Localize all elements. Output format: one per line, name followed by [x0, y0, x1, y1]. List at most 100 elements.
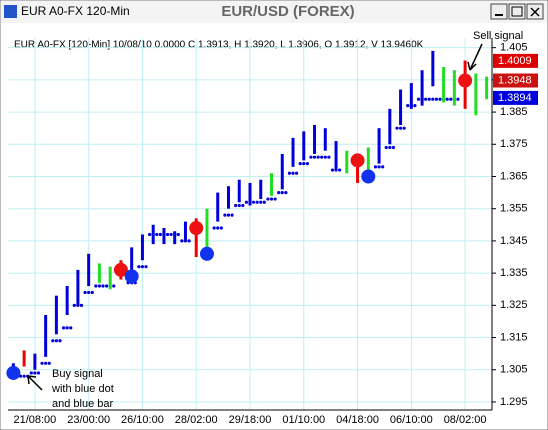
stop-dot: [33, 371, 37, 375]
y-tick-label: 1.335: [500, 267, 528, 279]
price-marker: [493, 73, 538, 88]
sell-signal: [189, 221, 204, 236]
stop-dot: [44, 361, 48, 365]
stop-dot: [97, 284, 102, 288]
stop-dot: [104, 284, 109, 288]
stop-dot: [94, 284, 98, 288]
buy-arrow: [27, 375, 43, 391]
stop-dot: [112, 284, 116, 288]
stop-dot: [280, 190, 284, 195]
buy-signal: [199, 246, 214, 261]
stop-dot: [391, 145, 396, 150]
buy-signal: [6, 365, 21, 380]
stop-dot: [302, 162, 306, 166]
stop-dot: [219, 226, 223, 230]
y-tick-label: 1.375: [500, 138, 528, 150]
stop-dot: [101, 284, 105, 288]
stop-dot: [273, 197, 277, 201]
stop-dot: [427, 97, 431, 101]
stop-dot: [241, 203, 245, 208]
stop-dot: [61, 326, 66, 330]
y-tick-label: 1.315: [500, 331, 528, 343]
stop-dot: [169, 232, 173, 237]
stop-dot: [373, 165, 378, 169]
stop-dot: [223, 213, 227, 217]
sell-signal: [458, 73, 473, 88]
buy-signal: [361, 169, 376, 184]
price-marker: [493, 53, 538, 68]
stop-dot: [212, 226, 216, 230]
stop-dot: [262, 200, 266, 204]
stop-dot: [338, 168, 342, 172]
x-tick-label: 26/10:00: [121, 414, 164, 426]
stop-dot: [158, 232, 162, 237]
y-tick-label: 1.325: [500, 299, 528, 311]
stop-dot: [327, 155, 331, 159]
window-icon: [4, 5, 17, 18]
stop-dot: [434, 97, 439, 101]
stop-dot: [298, 162, 302, 166]
minimize-button[interactable]: [490, 3, 508, 20]
stop-dot: [388, 145, 392, 150]
y-tick-label: 1.385: [500, 106, 528, 118]
maximize-icon: [511, 6, 523, 17]
y-tick-label: 1.355: [500, 203, 528, 215]
sell-arrow: [469, 43, 483, 71]
window-title: EUR A0-FX 120-Min: [21, 4, 130, 18]
stop-dot: [72, 303, 76, 307]
close-icon: [530, 7, 540, 17]
buy-annotation-line: Buy signal: [52, 368, 103, 380]
chart-title: EUR/USD (FOREX): [221, 3, 354, 20]
stop-dot: [251, 200, 256, 204]
stop-dot: [395, 126, 399, 130]
stop-dot: [83, 290, 87, 295]
stop-dot: [312, 155, 317, 159]
stop-dot: [226, 213, 231, 217]
x-tick-label: 21/08:00: [13, 414, 56, 426]
stop-dot: [402, 126, 406, 130]
stop-dot: [29, 371, 33, 375]
stop-dot: [284, 190, 288, 195]
buy-annotation-line: with blue dot: [51, 383, 114, 395]
stop-dot: [58, 339, 62, 343]
stop-dot: [449, 97, 453, 101]
buy-signal: [124, 269, 139, 284]
sell-annotation: Sell signal: [473, 30, 523, 42]
stop-dot: [187, 239, 191, 243]
maximize-button[interactable]: [508, 3, 526, 20]
stop-dot: [287, 171, 292, 175]
y-tick-label: 1.345: [500, 235, 528, 247]
stop-dot: [155, 232, 159, 237]
stop-dot: [277, 190, 281, 195]
stop-dot: [445, 97, 449, 101]
x-tick-label: 23/00:00: [67, 414, 110, 426]
x-tick-label: 28/02:00: [175, 414, 218, 426]
stop-dot: [291, 171, 295, 175]
stop-dot: [305, 162, 309, 166]
x-tick-label: 01/10:00: [282, 414, 325, 426]
stop-dot: [255, 200, 259, 204]
plot-area: 1.295 1.305 1.315 1.325 1.335 1.345 1.355 1.365…: [6, 38, 538, 426]
stop-dot: [398, 126, 403, 130]
stop-dot: [316, 155, 320, 159]
stop-dot: [176, 232, 180, 237]
stop-dot: [259, 200, 263, 204]
x-tick-label: 04/18:00: [336, 414, 379, 426]
stop-dot: [330, 168, 335, 172]
stop-dot: [244, 200, 249, 204]
stop-dot: [54, 339, 59, 343]
stop-dot: [406, 104, 410, 108]
info-line: EUR A0-FX [120-Min] 10/08/10 0.0000 C 1.…: [14, 40, 424, 51]
stop-dot: [79, 303, 84, 307]
stop-dot: [90, 290, 94, 295]
stop-dot: [266, 197, 270, 201]
stop-dot: [65, 326, 69, 330]
price-marker-label: 1.3948: [498, 74, 532, 86]
stop-dot: [323, 155, 327, 159]
stop-dot: [269, 197, 274, 201]
window-buttons: [490, 3, 544, 20]
stop-dot: [295, 171, 299, 175]
sell-signal: [350, 153, 365, 168]
stop-dot: [22, 374, 26, 378]
stop-dot: [237, 203, 241, 208]
